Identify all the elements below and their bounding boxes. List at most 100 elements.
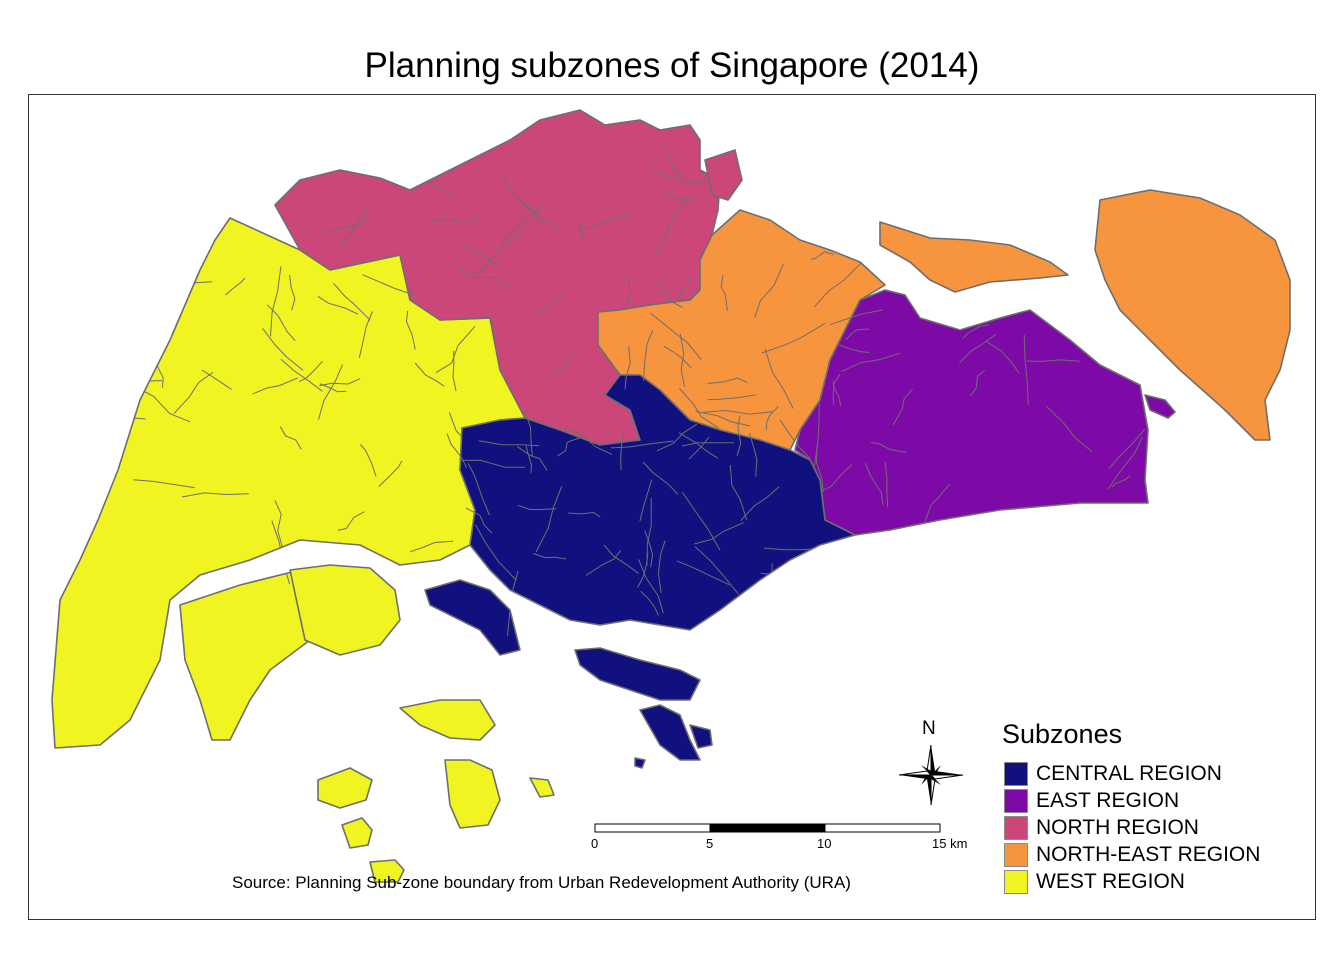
map-title: Planning subzones of Singapore (2014) (364, 46, 980, 85)
subzone-boundary-line (323, 221, 369, 234)
subzone-boundary-line (654, 276, 683, 308)
subzone-boundary-line (676, 277, 690, 301)
subzone-boundary-line (666, 195, 694, 202)
subzone-boundary-line (650, 312, 702, 360)
subzone-boundary-line (642, 329, 654, 381)
subzone-boundary-line (252, 377, 298, 395)
legend-item-west: WEST REGION (1004, 869, 1185, 895)
scale-segment-2 (824, 823, 941, 833)
scale-tick-10: 10 (817, 836, 832, 851)
subzone-boundary-line (962, 324, 990, 340)
region-west[interactable] (51, 217, 555, 883)
scale-tick-0: 0 (591, 836, 599, 851)
scale-bar (594, 823, 941, 833)
subzone-boundary-line (581, 212, 631, 231)
subzone-boundary-line (409, 540, 454, 553)
subzone-boundary-line (681, 491, 721, 551)
subzone-boundary-line (765, 405, 779, 431)
subzone-boundary-line (525, 445, 533, 474)
subzone-boundary-line (524, 411, 533, 457)
subzone-boundary-line (270, 266, 282, 337)
region-east[interactable] (794, 289, 1176, 536)
subzone-boundary-line (829, 309, 883, 326)
subzone-boundary-line (427, 217, 480, 223)
subzone-boundary-line (458, 267, 509, 288)
region-central[interactable] (424, 374, 856, 769)
subzone-boundary-line (262, 327, 304, 371)
legend-item-northeast: NORTH-EAST REGION (1004, 842, 1260, 868)
subzone-boundary-line (969, 369, 986, 397)
subzone-boundary-line (1026, 359, 1080, 362)
subzone-boundary-line (656, 423, 698, 452)
subzone-boundary-line (378, 460, 403, 487)
subzone-boundary-line (657, 540, 666, 593)
central-islet-3 (634, 757, 646, 769)
subzone-boundary-line (676, 560, 730, 586)
subzone-boundary-line (298, 360, 323, 382)
subzone-boundary-line (173, 371, 214, 415)
subzone-boundary-line (475, 524, 517, 581)
subzone-boundary-line (134, 330, 143, 375)
subzone-boundary-line (333, 283, 371, 321)
subzone-boundary-line (707, 377, 748, 384)
subzone-boundary-line (603, 544, 639, 574)
subzone-boundary-line (405, 310, 416, 350)
subzone-boundary-line (663, 345, 692, 369)
subzone-boundary-line (736, 415, 742, 456)
subzone-boundary-line (435, 326, 476, 374)
subzone-boundary-line (638, 559, 664, 614)
legend-swatch-west (1004, 870, 1028, 894)
map-frame (28, 94, 1316, 920)
subzone-boundary-line (884, 462, 889, 507)
west-island-3 (317, 767, 373, 809)
subzone-boundary-line (517, 504, 557, 510)
subzone-boundary-line (318, 364, 343, 420)
west-island-4 (444, 759, 501, 829)
subzone-boundary-line (814, 262, 862, 307)
subzone-boundary-line (729, 464, 748, 521)
legend-title: Subzones (1002, 719, 1123, 749)
subzone-boundary-line (523, 203, 560, 230)
subzone-boundary-line (678, 432, 719, 459)
subzone-boundary-line (478, 440, 540, 447)
legend-swatch-central (1004, 762, 1028, 786)
subzone-boundary-line (499, 204, 544, 245)
subzone-boundary-line (463, 245, 501, 267)
subzone-boundary-line (761, 322, 826, 354)
subzone-boundary-line (810, 573, 826, 621)
subzone-boundary-line (537, 295, 564, 317)
west-island-7 (529, 777, 555, 798)
subzone-boundary-line (740, 486, 780, 522)
subzone-boundary-line (648, 168, 708, 184)
subzone-boundary-line (779, 419, 811, 460)
subzone-boundary-line (322, 147, 381, 173)
subzone-boundary-line (959, 334, 996, 364)
subzone-boundary-line (133, 479, 195, 489)
subzone-boundary-line (813, 403, 820, 467)
north-arrow-label: N (922, 718, 936, 739)
subzone-boundary-line (317, 295, 359, 315)
subzone-boundary-line (1107, 436, 1143, 490)
subzone-boundary-line (201, 369, 232, 390)
west-island-5 (341, 817, 373, 849)
subzone-boundary-line (820, 464, 853, 492)
subzone-boundary-line (679, 333, 685, 387)
subzone-boundary-line (360, 444, 377, 477)
subzone-boundary-line (644, 530, 654, 568)
subzone-boundary-line (1108, 428, 1146, 470)
north-coast-islet (704, 149, 743, 201)
subzone-boundary-line (564, 426, 613, 455)
subzone-boundary-line (838, 344, 870, 353)
legend-label-east: EAST REGION (1036, 789, 1180, 812)
ne-pulau-ubin (879, 221, 1069, 293)
subzone-boundary-line (585, 550, 622, 576)
subzone-boundary-line (266, 304, 296, 342)
region-northeast[interactable] (597, 189, 1291, 451)
subzone-boundary-line (1023, 334, 1029, 405)
legend-label-west: WEST REGION (1036, 870, 1185, 893)
subzone-boundaries (97, 146, 1146, 636)
subzone-boundary-line (749, 432, 758, 477)
legend-label-north: NORTH REGION (1036, 816, 1199, 839)
subzone-boundary-line (810, 251, 834, 260)
